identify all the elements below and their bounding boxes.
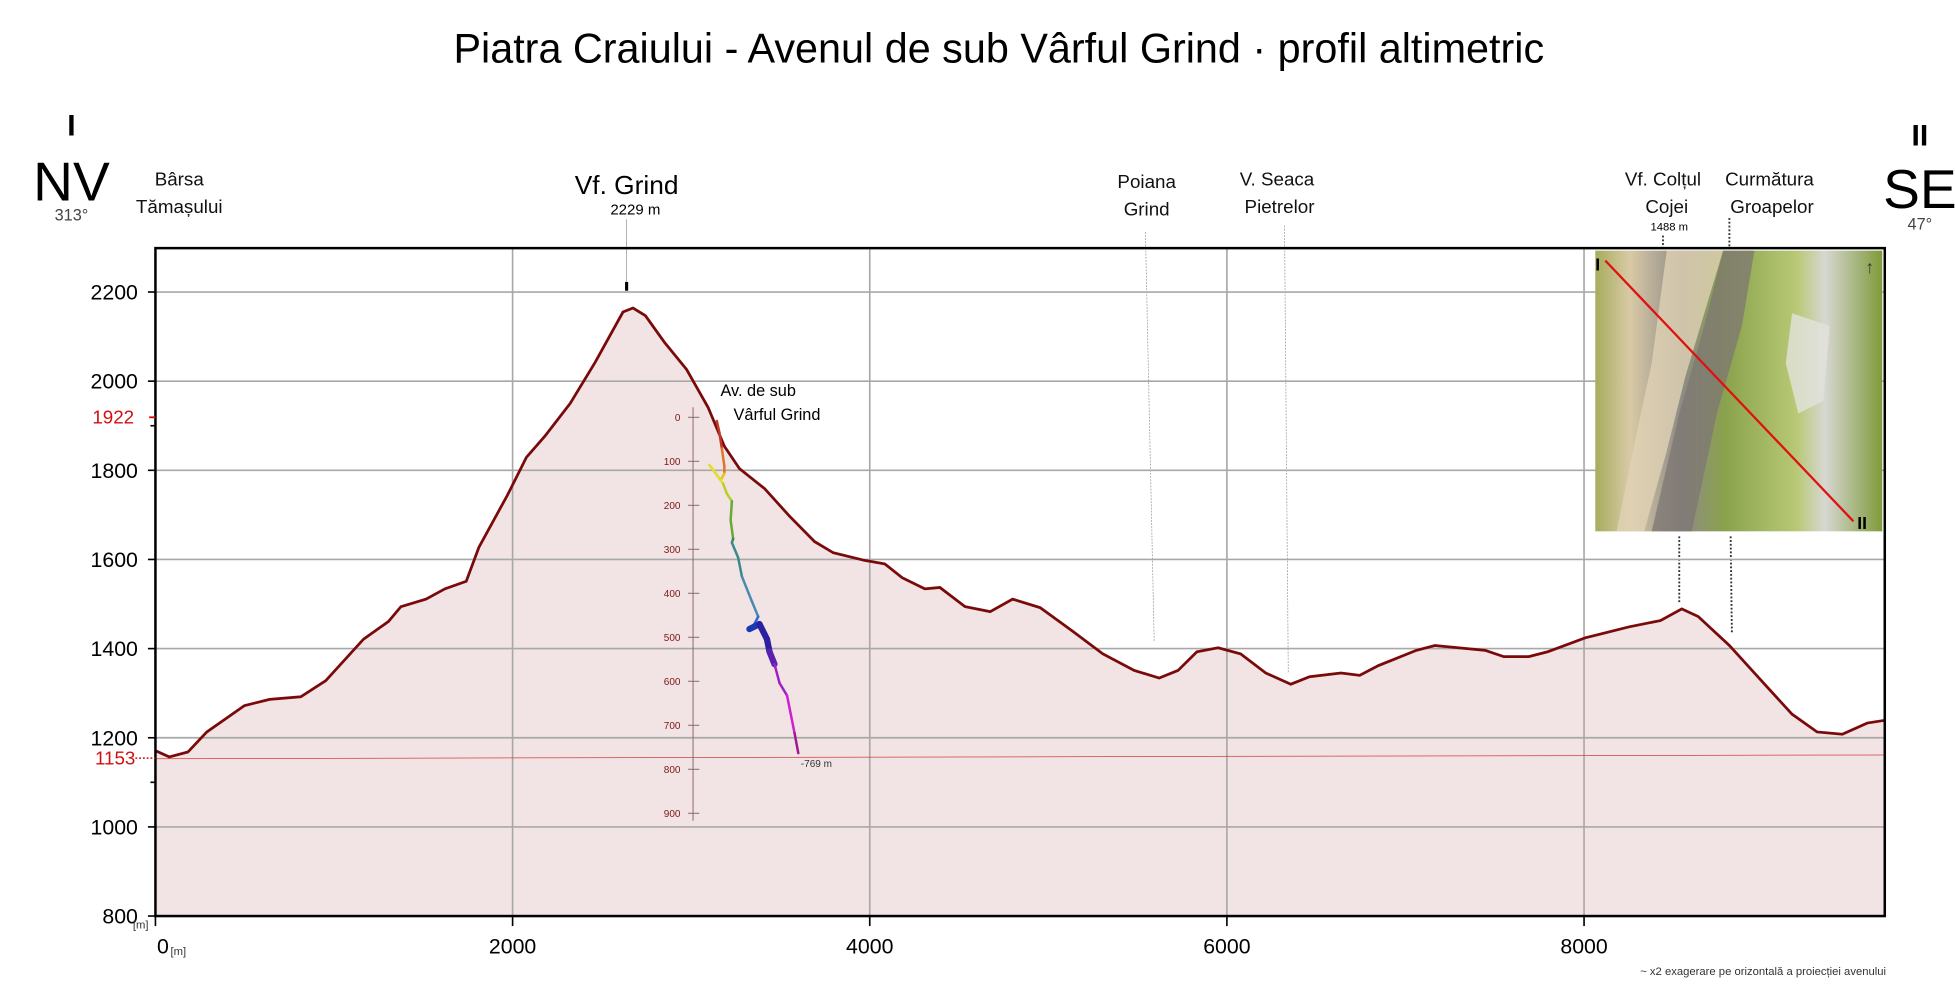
annotation-v-seaca: V. Seaca Pietrelor bbox=[1240, 168, 1315, 673]
cave-tick-label-800: 800 bbox=[664, 765, 681, 776]
endpoint-right-roman: II bbox=[1912, 119, 1929, 152]
cave-tick-label-900: 900 bbox=[664, 809, 681, 820]
cave-segment bbox=[730, 541, 740, 559]
annotation-coltul-cojei: Vf. Colțul Cojei 1488 m bbox=[1625, 168, 1701, 605]
x-tick-label-8000: 8000 bbox=[1560, 935, 1608, 959]
inset-map-start-label: I bbox=[1595, 255, 1600, 275]
y-tick-label-1800: 1800 bbox=[91, 459, 139, 483]
annotation-barsa-line1: Bârsa bbox=[155, 168, 205, 189]
cave-tick-label-700: 700 bbox=[664, 721, 681, 732]
cave-segment bbox=[793, 731, 800, 755]
cave-segment bbox=[720, 447, 726, 468]
cave-segment bbox=[725, 492, 734, 503]
annotation-grind-line1: Vf. Grind bbox=[575, 170, 679, 200]
annotation-poiana-grind: Poiana Grind bbox=[1117, 171, 1176, 642]
north-arrow-icon: ↑ bbox=[1865, 257, 1874, 277]
inset-map-relief bbox=[1616, 250, 1724, 532]
annotation-grind-line2: 2229 m bbox=[610, 201, 660, 218]
cave-segment bbox=[715, 419, 721, 434]
poiana-leader bbox=[1145, 231, 1155, 642]
endpoint-left: I NV 313° bbox=[33, 109, 110, 224]
cave-segment bbox=[740, 575, 754, 603]
y-tick-label-2000: 2000 bbox=[91, 370, 139, 394]
cave-segment bbox=[736, 556, 744, 578]
annotation-barsa-line2: Tămașului bbox=[136, 196, 223, 217]
cave-tick-label-200: 200 bbox=[664, 501, 681, 512]
annotation-curmatura-line1: Curmătura bbox=[1725, 168, 1814, 189]
cave-segment bbox=[750, 600, 760, 618]
endpoint-left-azimuth: 313° bbox=[55, 207, 89, 225]
cave-depth-label: -769 m bbox=[801, 759, 832, 770]
inset-map: I II ↑ bbox=[1595, 250, 1883, 533]
annotation-poiana-line2: Grind bbox=[1124, 199, 1170, 220]
endpoint-right-azimuth: 47° bbox=[1908, 215, 1933, 233]
cave-segment bbox=[729, 500, 734, 522]
plot-area bbox=[155, 248, 1885, 917]
y-tick-label-1400: 1400 bbox=[91, 637, 139, 661]
annotation-coltul-line2: Cojei bbox=[1645, 196, 1688, 217]
x-tick-label-2000: 2000 bbox=[489, 935, 537, 959]
cave-tick-label-100: 100 bbox=[664, 457, 681, 468]
inset-map-meadow bbox=[1785, 313, 1830, 414]
footnote: ~ x2 exagerare pe orizontală a proiecție… bbox=[1640, 966, 1886, 978]
y-tick-label-800: 800 bbox=[102, 905, 138, 929]
cave-tick-label-600: 600 bbox=[664, 677, 681, 688]
cave-tick-label-400: 400 bbox=[664, 589, 681, 600]
profile-line bbox=[155, 306, 1885, 759]
profile-area-fill bbox=[155, 308, 1885, 917]
cave-tick-label-0: 0 bbox=[675, 413, 681, 424]
cave-segment bbox=[721, 482, 729, 495]
annotation-barsa: Bârsa Tămașului bbox=[136, 168, 223, 217]
reference-label-1153: 1153 bbox=[95, 747, 135, 768]
reference-line-1153 bbox=[155, 754, 1885, 760]
seaca-leader bbox=[1284, 225, 1289, 673]
y-tick-label-1000: 1000 bbox=[91, 815, 139, 839]
inset-map-section-line bbox=[1604, 259, 1855, 523]
cave-segment bbox=[778, 681, 789, 697]
cave-trace bbox=[708, 419, 800, 755]
y-tick-label-1200: 1200 bbox=[91, 726, 139, 750]
endpoint-right: II SE 47° bbox=[1883, 119, 1955, 233]
curmatura-leader-bottom bbox=[1729, 536, 1733, 635]
cave-segment bbox=[729, 518, 735, 541]
cave-name-line2: Vârful Grind bbox=[734, 406, 821, 424]
annotation-coltul-line1: Vf. Colțul bbox=[1625, 168, 1701, 189]
cave-segment bbox=[789, 713, 796, 735]
y-axis: 800 1000 1200 1400 1600 1800 2000 2200 bbox=[91, 281, 156, 929]
inset-map-end-label: II bbox=[1857, 513, 1867, 533]
annotation-seaca-line1: V. Seaca bbox=[1240, 168, 1315, 189]
cave-segment bbox=[773, 662, 781, 685]
annotation-coltul-line3: 1488 m bbox=[1650, 222, 1688, 234]
annotation-poiana-line1: Poiana bbox=[1117, 171, 1176, 192]
cave-name-line1: Av. de sub bbox=[720, 382, 795, 400]
cave-segment bbox=[766, 648, 778, 668]
plot-frame bbox=[154, 246, 1887, 918]
x-tick-label-0: 0 bbox=[157, 935, 169, 959]
inset-map-rock bbox=[1651, 250, 1755, 532]
cave-depth-ticks: 0 100 200 300 400 500 600 700 800 900 bbox=[664, 413, 700, 820]
y-tick-label-1600: 1600 bbox=[91, 548, 139, 572]
x-axis: 0 2000 4000 6000 8000 bbox=[154, 916, 1608, 959]
reference-label-1922: 1922 bbox=[92, 407, 134, 428]
y-unit: [m] bbox=[133, 920, 149, 932]
cave-segment bbox=[718, 431, 724, 450]
x-unit: [m] bbox=[170, 946, 186, 958]
x-tick-label-4000: 4000 bbox=[846, 935, 894, 959]
chart-title: Piatra Craiului - Avenul de sub Vârful G… bbox=[453, 26, 1544, 72]
cave-tick-label-300: 300 bbox=[664, 545, 681, 556]
endpoint-left-direction: NV bbox=[33, 151, 110, 213]
endpoint-right-direction: SE bbox=[1883, 158, 1955, 220]
annotation-vf-grind: Vf. Grind 2229 m bbox=[575, 170, 679, 291]
x-tick-label-6000: 6000 bbox=[1203, 935, 1251, 959]
cave-tick-label-500: 500 bbox=[664, 633, 681, 644]
endpoint-left-roman: I bbox=[67, 109, 75, 142]
annotation-curmatura: Curmătura Groapelor bbox=[1725, 168, 1814, 635]
cave-segment bbox=[708, 463, 725, 485]
annotation-seaca-line2: Pietrelor bbox=[1245, 196, 1315, 217]
y-tick-label-2200: 2200 bbox=[91, 281, 139, 305]
cave-segment bbox=[785, 694, 793, 716]
annotation-curmatura-line2: Groapelor bbox=[1730, 196, 1814, 217]
